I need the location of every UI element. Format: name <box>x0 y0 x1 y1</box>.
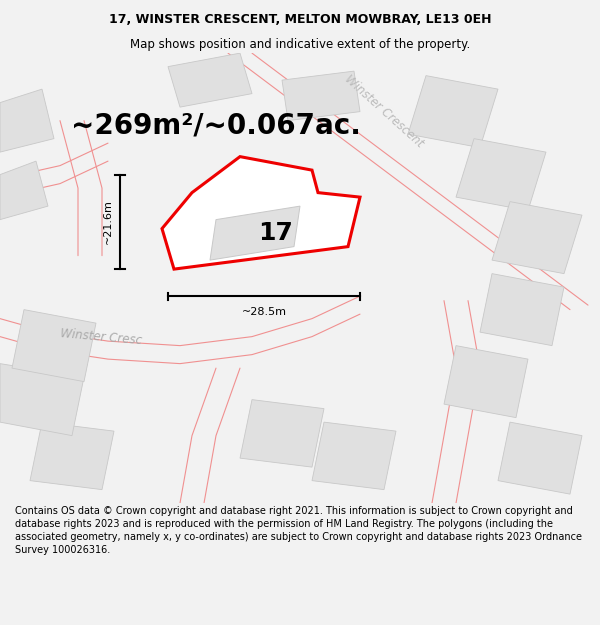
Polygon shape <box>210 206 300 260</box>
Polygon shape <box>30 422 114 489</box>
Text: ~28.5m: ~28.5m <box>241 308 287 318</box>
Polygon shape <box>162 157 360 269</box>
Polygon shape <box>312 422 396 489</box>
Polygon shape <box>498 422 582 494</box>
Text: 17, WINSTER CRESCENT, MELTON MOWBRAY, LE13 0EH: 17, WINSTER CRESCENT, MELTON MOWBRAY, LE… <box>109 13 491 26</box>
Text: ~269m²/~0.067ac.: ~269m²/~0.067ac. <box>71 111 361 139</box>
Polygon shape <box>492 202 582 274</box>
Text: Winster Cresc: Winster Cresc <box>60 327 143 347</box>
Polygon shape <box>0 364 84 436</box>
Text: Winster Crescent: Winster Crescent <box>342 73 426 151</box>
Polygon shape <box>240 399 324 467</box>
Polygon shape <box>12 309 96 382</box>
Polygon shape <box>0 161 48 219</box>
Polygon shape <box>444 346 528 418</box>
Polygon shape <box>282 71 360 121</box>
Polygon shape <box>0 89 54 152</box>
Polygon shape <box>168 53 252 107</box>
Text: 17: 17 <box>259 221 293 245</box>
Text: Contains OS data © Crown copyright and database right 2021. This information is : Contains OS data © Crown copyright and d… <box>15 506 582 555</box>
Text: ~21.6m: ~21.6m <box>103 199 113 244</box>
Text: Map shows position and indicative extent of the property.: Map shows position and indicative extent… <box>130 38 470 51</box>
Polygon shape <box>456 139 546 211</box>
Polygon shape <box>408 76 498 148</box>
Polygon shape <box>480 274 564 346</box>
